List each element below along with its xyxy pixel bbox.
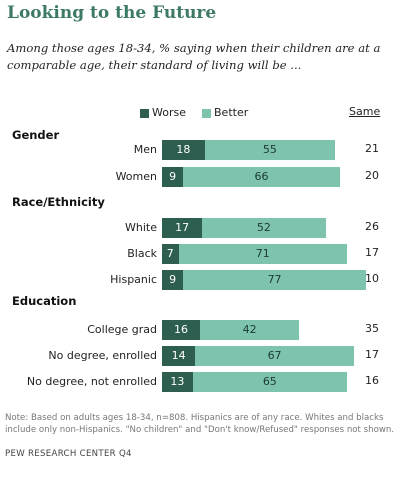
chart-subtitle: Among those ages 18-34, % saying when th… [7,41,381,72]
same-value: 21 [365,142,379,155]
bar-value-worse: 9 [169,273,177,286]
legend-swatch-worse [140,109,149,118]
bar-better [183,270,366,290]
same-column-header: Same [349,105,381,118]
bar-value-better: 55 [262,143,277,156]
bar-worse [162,244,179,264]
same-value: 17 [365,246,379,259]
bar-value-better: 66 [254,170,269,183]
bar-worse [162,140,205,160]
bar-better [195,346,354,366]
legend-label-worse: Worse [152,106,186,119]
category-label: Men [133,143,157,156]
bar-value-better: 71 [255,247,270,260]
chart-source: PEW RESEARCH CENTER Q4 [5,449,132,459]
bar-better [202,218,326,238]
bar-worse [162,218,203,238]
bar-better [192,372,347,392]
legend-label-better: Better [214,106,249,119]
same-value: 17 [365,348,379,361]
category-label: Women [115,170,157,183]
bar-better [199,320,300,340]
legend-swatch-better [202,109,211,118]
same-value: 35 [365,322,379,335]
category-label: Hispanic [110,273,157,286]
same-value: 10 [365,272,379,285]
bar-value-worse: 16 [173,323,188,336]
bar-value-worse: 14 [171,349,186,362]
category-label: No degree, not enrolled [26,375,157,388]
chart-title: Looking to the Future [7,3,217,23]
bar-value-worse: 7 [166,247,174,260]
bar-worse [162,346,196,366]
bar-value-worse: 9 [169,170,177,183]
bar-value-better: 42 [242,323,257,336]
bar-value-better: 52 [256,221,271,234]
bar-worse [162,372,193,392]
category-label: Black [127,247,157,260]
category-label: No degree, enrolled [48,349,157,362]
bar-value-worse: 17 [175,221,190,234]
same-value: 26 [365,220,379,233]
category-label: College grad [87,323,157,336]
same-value: 20 [365,169,379,182]
group-heading: Race/Ethnicity [12,195,105,209]
bar-value-worse: 13 [170,375,185,388]
same-value: 16 [365,374,379,387]
bar-value-better: 65 [262,375,277,388]
bar-worse [162,320,200,340]
bar-value-better: 77 [267,273,282,286]
category-label: White [125,221,157,234]
bar-value-better: 67 [267,349,282,362]
bar-better [178,244,347,264]
bar-value-worse: 18 [176,143,191,156]
bar-better [204,140,335,160]
group-heading: Gender [12,128,60,142]
bar-worse [162,167,184,187]
bar-worse [162,270,184,290]
chart-note: Note: Based on adults ages 18-34, n=808.… [5,413,395,435]
bar-better [183,167,340,187]
group-heading: Education [12,294,77,308]
